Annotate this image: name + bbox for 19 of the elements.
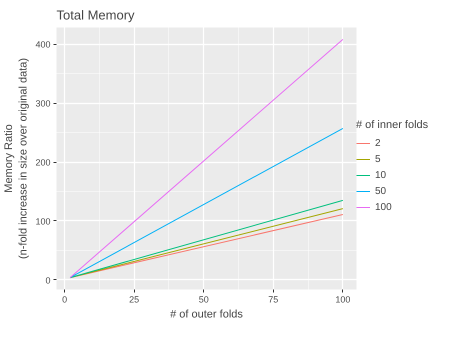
legend-label: 100 — [375, 200, 393, 214]
y-tick-label: 0 — [45, 275, 51, 286]
y-tick-label: 300 — [35, 98, 51, 109]
legend-label: 10 — [375, 168, 388, 182]
chart-title: Total Memory — [56, 8, 136, 22]
y-tick-label: 100 — [35, 216, 51, 226]
legend-label: 5 — [375, 152, 382, 166]
x-tick-label: 50 — [198, 294, 209, 304]
legend-label: 2 — [375, 136, 382, 150]
y-axis-title: Memory Ratio (n-fold increase in size over original data) — [3, 58, 30, 260]
y-tick-label: 200 — [35, 158, 51, 168]
x-tick-label: 75 — [268, 294, 278, 304]
legend-title: # of inner folds — [356, 119, 428, 131]
x-tick-label: 0 — [62, 294, 68, 304]
x-tick-label: 100 — [335, 294, 350, 304]
x-tick-label: 25 — [129, 294, 140, 304]
legend-label: 50 — [375, 184, 388, 198]
x-axis-title: # of outer folds — [170, 308, 244, 320]
y-tick-label: 400 — [35, 40, 51, 50]
